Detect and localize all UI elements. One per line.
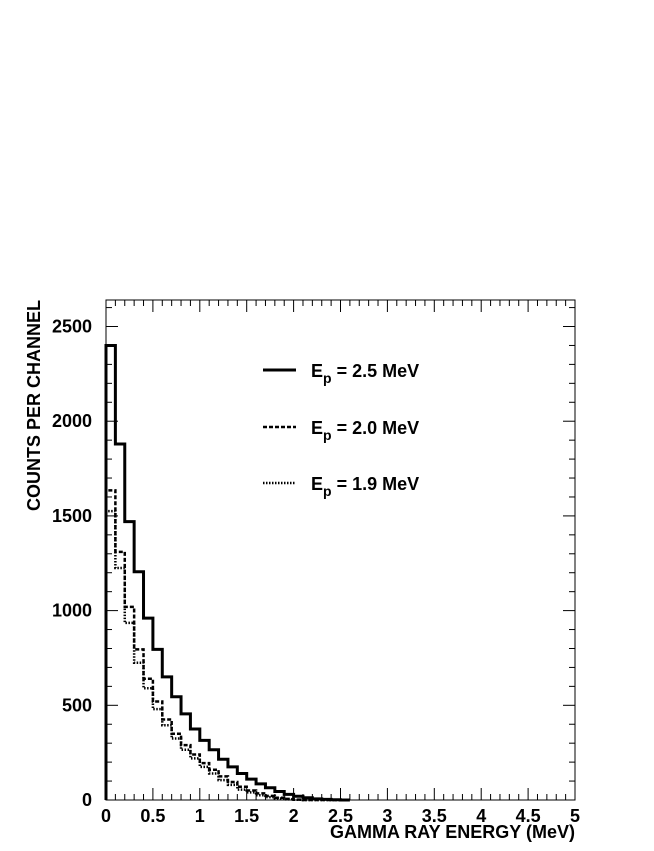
y-tick-label: 2500 [52, 317, 92, 337]
x-tick-label: 4 [476, 806, 486, 826]
y-tick-label: 0 [82, 790, 92, 810]
x-tick-label: 0.5 [140, 806, 165, 826]
x-tick-label: 2 [289, 806, 299, 826]
x-tick-label: 5 [570, 806, 580, 826]
x-tick-label: 0 [101, 806, 111, 826]
x-tick-label: 1 [195, 806, 205, 826]
y-axis-title: COUNTS PER CHANNEL [24, 300, 44, 511]
series-layer [104, 343, 350, 802]
legend-label: Ep = 1.9 MeV [311, 474, 419, 499]
series-line-dotted [104, 509, 350, 802]
series-line-solid [104, 343, 350, 802]
legend: Ep = 2.5 MeV Ep = 2.0 MeV Ep = 1.9 MeV [263, 361, 419, 499]
y-tick-label: 2000 [52, 411, 92, 431]
x-tick-label: 2.5 [328, 806, 353, 826]
x-tick-label: 1.5 [234, 806, 259, 826]
x-tick-label: 4.5 [516, 806, 541, 826]
x-tick-label: 3.5 [422, 806, 447, 826]
y-tick-label: 500 [62, 695, 92, 715]
y-tick-label: 1000 [52, 601, 92, 621]
x-tick-labels: 0 0.5 1 1.5 2 2.5 3 3.5 4 4.5 5 [101, 806, 580, 826]
y-tick-labels: 0 500 1000 1500 2000 2500 [52, 317, 92, 810]
legend-label: Ep = 2.5 MeV [311, 361, 419, 386]
y-tick-label: 1500 [52, 506, 92, 526]
legend-label: Ep = 2.0 MeV [311, 418, 419, 443]
x-axis-title: GAMMA RAY ENERGY (MeV) [330, 822, 575, 842]
series-line-dashed [104, 489, 350, 802]
x-tick-label: 3 [382, 806, 392, 826]
